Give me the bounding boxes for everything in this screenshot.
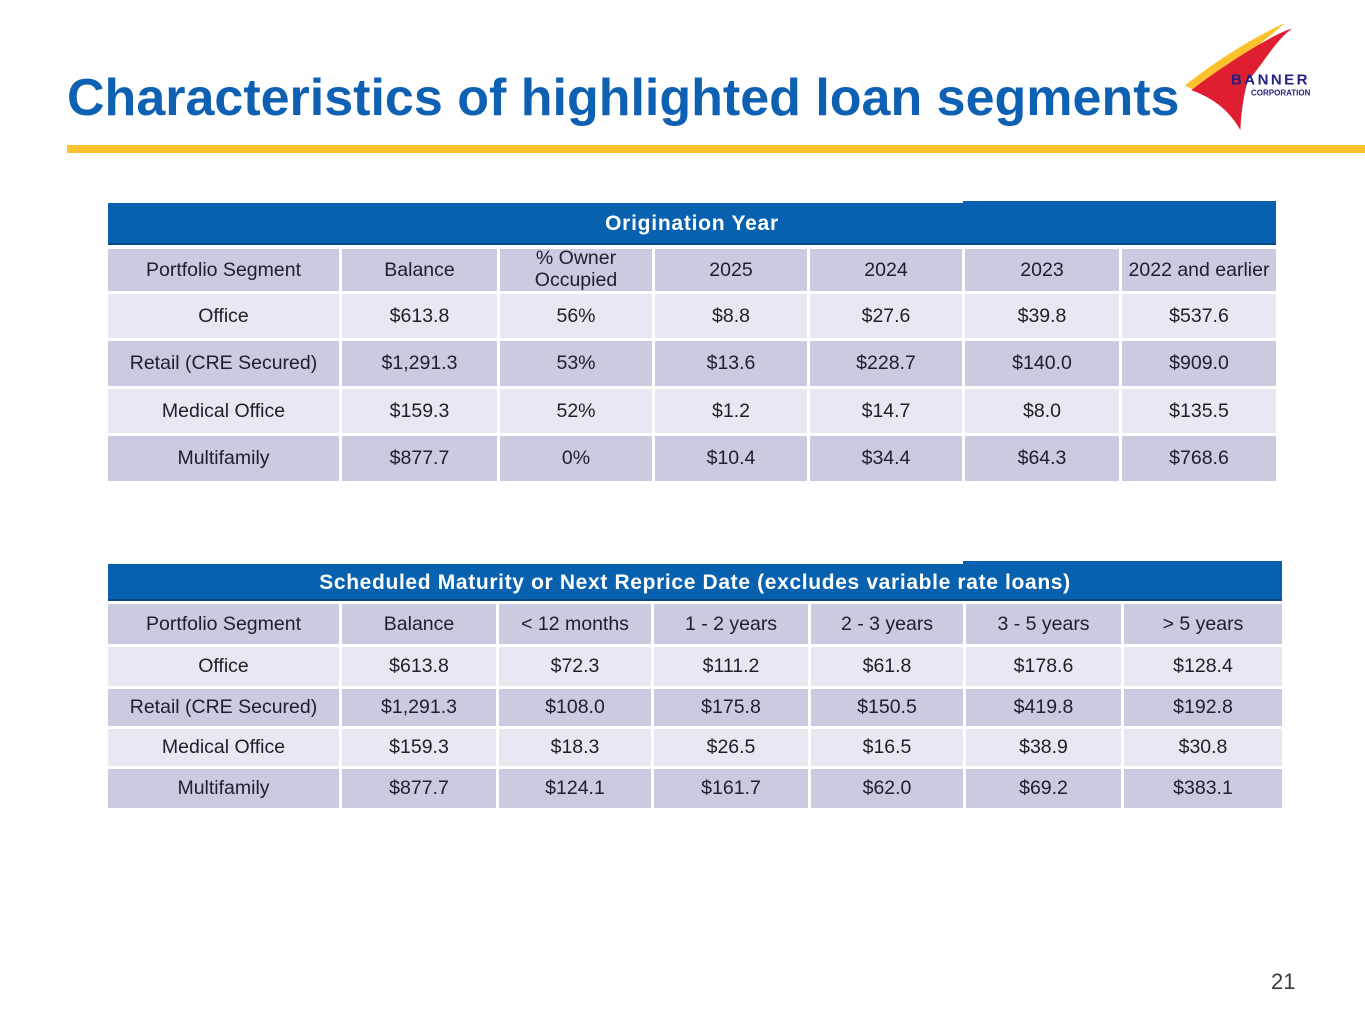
svg-text:CORPORATION: CORPORATION — [1251, 88, 1311, 97]
svg-text:BANNER: BANNER — [1231, 72, 1310, 89]
